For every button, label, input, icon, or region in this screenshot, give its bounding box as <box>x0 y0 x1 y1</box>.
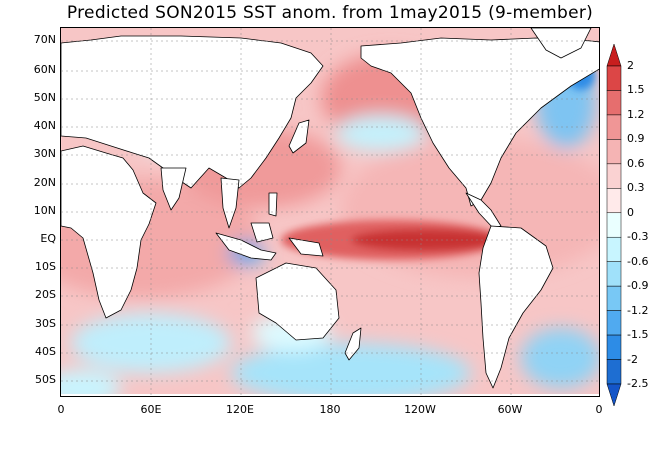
south-america-landmass <box>478 225 554 389</box>
colorbar-label: 2 <box>627 59 634 72</box>
colorbar-label: 1.2 <box>627 107 645 121</box>
north-america-landmass <box>360 37 599 207</box>
colorbar-label: 0.3 <box>627 181 645 195</box>
lat-label-70n: 70N <box>33 33 56 46</box>
lat-label-60n: 60N <box>33 63 56 76</box>
lon-label-120e: 120E <box>226 403 254 416</box>
borneo-landmass <box>250 222 274 243</box>
colorbar-swatch <box>606 261 622 287</box>
colorbar-label: -1.2 <box>627 303 649 317</box>
central-america-landmass <box>465 192 502 229</box>
colorbar-swatch <box>606 310 622 336</box>
graticule <box>61 28 599 396</box>
lon-label-0-right: 0 <box>595 403 603 416</box>
se-asia-landmass <box>220 177 240 229</box>
lon-label-180: 180 <box>319 403 341 416</box>
colorbar-swatch <box>606 114 622 140</box>
colorbar-swatch <box>606 212 622 238</box>
colorbar-swatch <box>606 334 622 360</box>
colorbar-label: -2.5 <box>627 377 649 390</box>
lon-label-0: 0 <box>57 403 65 416</box>
lat-label-30n: 30N <box>33 147 56 160</box>
lat-label-50s: 50S <box>35 373 56 386</box>
land-masses <box>61 28 599 396</box>
colorbar-swatch <box>606 65 622 91</box>
colorbar-label: -0.6 <box>627 254 649 268</box>
india-landmass <box>160 167 187 211</box>
lat-label-10s: 10S <box>35 260 56 273</box>
colorbar-swatch <box>606 163 622 189</box>
sst-anomaly-map <box>60 27 600 397</box>
colorbar-label: 1.5 <box>627 83 645 97</box>
philippines-landmass <box>268 192 278 217</box>
colorbar-label: 0.6 <box>627 156 645 170</box>
colorbar-swatch <box>606 188 622 214</box>
colorbar <box>606 44 622 406</box>
colorbar-label: -0.3 <box>627 230 649 244</box>
lat-label-20s: 20S <box>35 288 56 301</box>
map-title: Predicted SON2015 SST anom. from 1may201… <box>66 3 594 23</box>
colorbar-cap-bottom <box>606 383 622 406</box>
map-canvas <box>61 28 599 396</box>
colorbar-label: 0.9 <box>627 132 645 146</box>
lat-label-40n: 40N <box>33 119 56 132</box>
colorbar-label: -1.5 <box>627 328 649 342</box>
lon-label-60w: 60W <box>497 403 523 416</box>
colorbar-swatch <box>606 236 622 262</box>
eurasia-landmass <box>61 35 324 189</box>
new-zealand-landmass <box>344 327 362 361</box>
lat-label-10n: 10N <box>33 204 56 217</box>
colorbar-cap-top <box>606 44 622 67</box>
new-guinea-landmass <box>288 237 324 257</box>
lat-label-40s: 40S <box>35 345 56 358</box>
colorbar-swatch <box>606 359 622 385</box>
antarctica-edge <box>61 394 599 396</box>
lat-label-30s: 30S <box>35 317 56 330</box>
greenland-landmass <box>530 28 592 59</box>
colorbar-label: -2 <box>627 352 638 366</box>
colorbar-swatch <box>606 285 622 311</box>
lon-label-120w: 120W <box>404 403 436 416</box>
lat-label-eq: EQ <box>40 232 56 245</box>
lat-label-20n: 20N <box>33 176 56 189</box>
lon-label-60e: 60E <box>140 403 162 416</box>
colorbar-swatch <box>606 90 622 116</box>
colorbar-label: 0 <box>627 205 634 219</box>
colorbar-label: -0.9 <box>627 279 649 293</box>
japan-landmass <box>288 119 310 154</box>
lat-label-50n: 50N <box>33 91 56 104</box>
colorbar-swatch <box>606 139 622 165</box>
